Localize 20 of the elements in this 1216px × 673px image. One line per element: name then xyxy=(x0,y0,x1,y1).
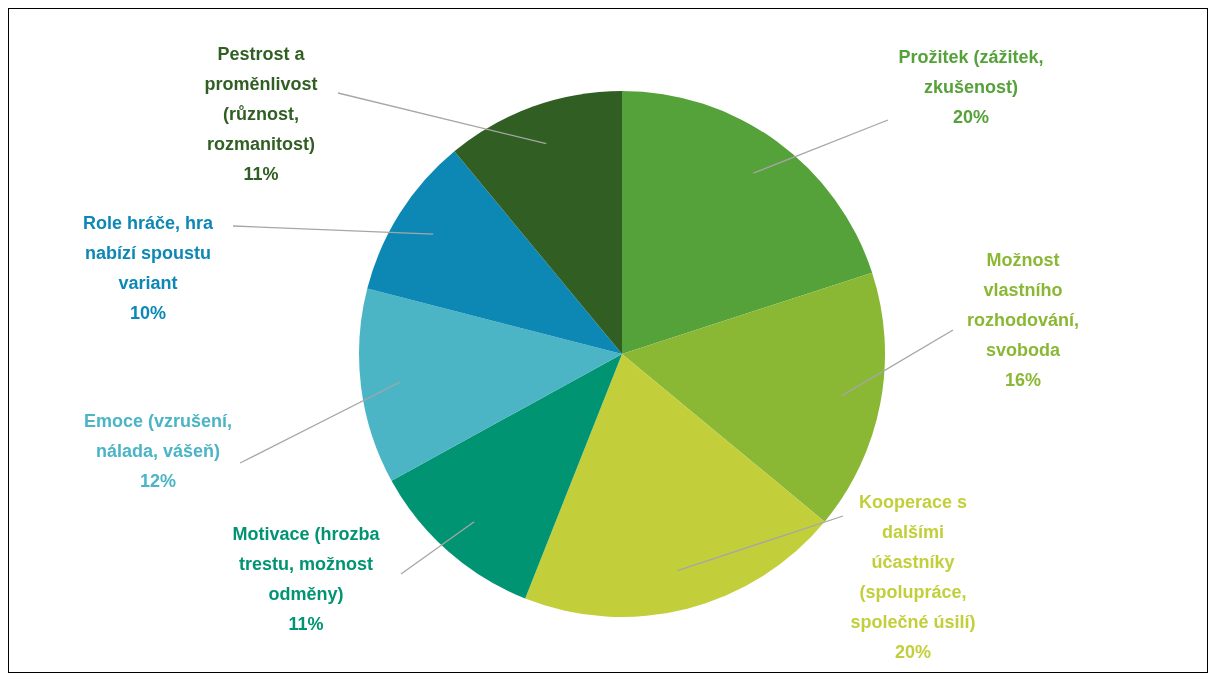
data-label: 20% xyxy=(894,642,932,662)
data-label: 16% xyxy=(1004,370,1042,390)
data-label: 20% xyxy=(952,107,990,127)
pie-slice xyxy=(525,354,825,617)
pie-slice xyxy=(391,354,622,599)
pie-slice xyxy=(454,91,622,354)
data-label: 10% xyxy=(129,303,167,323)
slice-label: Možnost vlastního rozhodování, svoboda xyxy=(967,250,1079,360)
data-label: 12% xyxy=(139,471,177,491)
data-label: 11% xyxy=(288,614,324,634)
slice-label: Role hráče, hra nabízí spoustu variant xyxy=(82,213,215,293)
slice-label: Pestrost a proměnlivost (různost, rozmanitost) xyxy=(204,44,318,154)
slice-label: Motivace (hrozba trestu, možnost odměny) xyxy=(232,524,381,604)
slice-label: Emoce (vzrušení, nálada, vášeň) xyxy=(83,411,233,461)
slice-label: Kooperace s dalšími účastníky (spolupráce, společné úsilí) xyxy=(850,492,976,632)
pie-slice xyxy=(622,91,873,354)
data-label: 11% xyxy=(243,164,279,184)
pie-slice xyxy=(359,288,622,481)
slice-label: Prožitek (zážitek, zkušenost) xyxy=(898,47,1044,97)
pie-slice xyxy=(367,151,622,354)
